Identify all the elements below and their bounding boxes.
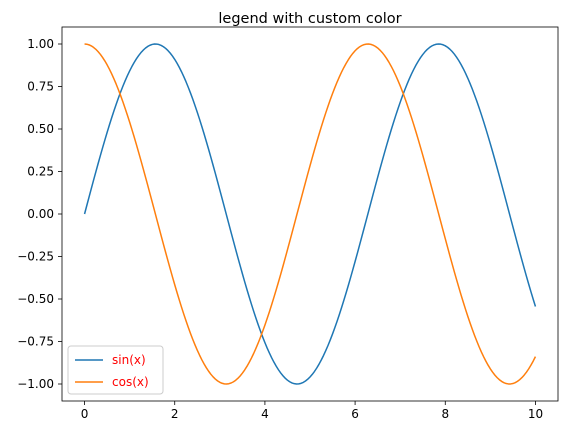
legend-label-cos: cos(x) (112, 375, 149, 389)
chart-title: legend with custom color (218, 11, 401, 27)
x-tick-label: 0 (81, 407, 89, 421)
series-line-cos (84, 43, 537, 385)
y-tick-label: 0.25 (27, 165, 54, 179)
x-tick-label: 4 (261, 407, 269, 421)
y-tick-label: 1.00 (27, 37, 54, 51)
x-tick-label: 10 (528, 407, 543, 421)
y-tick-label: 0.75 (27, 80, 54, 94)
x-tick-label: 2 (171, 407, 179, 421)
y-tick-label: 0.50 (27, 122, 54, 136)
x-axis-ticks: 0 2 4 6 8 10 (81, 401, 543, 421)
plot-frame (61, 26, 559, 402)
x-tick-label: 8 (441, 407, 449, 421)
y-tick-label: 0.00 (27, 207, 54, 221)
x-tick-label: 6 (351, 407, 359, 421)
legend-label-sin: sin(x) (112, 353, 146, 367)
y-tick-label: −1.00 (17, 377, 54, 391)
y-tick-label: −0.25 (17, 250, 54, 264)
y-tick-label: −0.75 (17, 335, 54, 349)
y-axis-ticks: 1.00 0.75 0.50 0.25 0.00 −0.25 −0.50 −0.75 −1.00 (17, 37, 62, 391)
series-layer (83, 43, 537, 385)
series-line-sin (83, 43, 537, 385)
y-tick-label: −0.50 (17, 292, 54, 306)
chart-legend: sin(x) cos(x) (67, 345, 164, 395)
plot-area (62, 27, 558, 401)
